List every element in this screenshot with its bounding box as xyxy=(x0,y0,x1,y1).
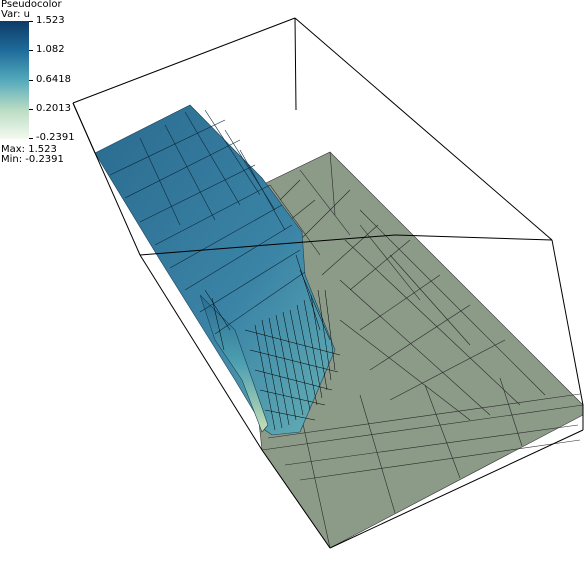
colorbar-tick xyxy=(29,138,33,139)
colorbar-tick xyxy=(29,50,33,51)
legend-title: Pseudocolor xyxy=(1,0,62,10)
legend-tick-min: -0.2391 xyxy=(36,132,75,143)
legend-variable: Var: u xyxy=(1,9,31,20)
legend-tick-3: 0.6418 xyxy=(36,74,71,85)
colorbar xyxy=(0,21,29,139)
colorbar-tick xyxy=(29,109,33,110)
colorbar-tick xyxy=(29,80,33,81)
legend-tick-4: 0.2013 xyxy=(36,103,71,114)
legend-tick-2: 1.082 xyxy=(36,44,65,55)
legend-min-label: Min: -0.2391 xyxy=(1,154,64,165)
floor-surface xyxy=(234,151,584,549)
color-legend: Pseudocolor Var: u 1.523 1.082 0.6418 0.… xyxy=(0,0,80,170)
bounding-box xyxy=(72,17,584,549)
legend-max-label: Max: 1.523 xyxy=(1,144,57,155)
wave-surface xyxy=(94,104,341,436)
legend-tick-max: 1.523 xyxy=(36,15,65,26)
colorbar-tick xyxy=(29,21,33,22)
